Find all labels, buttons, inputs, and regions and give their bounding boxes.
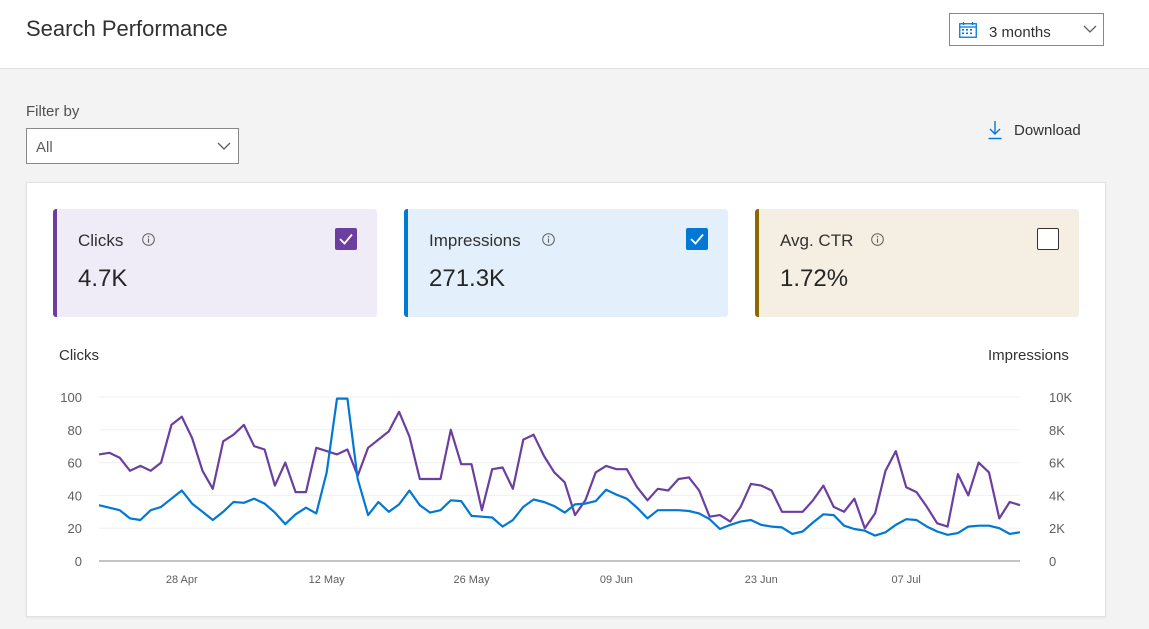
metric-card-avg-ctr[interactable]: Avg. CTR 1.72% bbox=[755, 209, 1079, 317]
page-title: Search Performance bbox=[26, 16, 228, 41]
download-label: Download bbox=[1014, 122, 1081, 139]
download-icon bbox=[988, 121, 1002, 140]
metric-value: 1.72% bbox=[780, 265, 849, 292]
x-tick-label: 28 Apr bbox=[166, 574, 198, 586]
filter-value: All bbox=[36, 139, 53, 156]
metric-card-clicks[interactable]: Clicks 4.7K bbox=[53, 209, 377, 317]
chevron-down-icon bbox=[217, 142, 231, 150]
filter-dropdown[interactable]: All bbox=[26, 128, 239, 164]
metric-label: Avg. CTR bbox=[780, 231, 854, 250]
clicks-series-line bbox=[98, 410, 1021, 530]
metric-card-impressions[interactable]: Impressions 271.3K bbox=[404, 209, 728, 317]
impressions-series-line bbox=[98, 397, 1021, 537]
date-range-dropdown[interactable]: 3 months bbox=[949, 13, 1104, 46]
x-tick-label: 09 Jun bbox=[600, 574, 633, 586]
clicks-checkbox[interactable] bbox=[335, 228, 357, 250]
performance-line-chart: 0 0 20 2K 40 4K 60 6K 80 8K 100 10K 28 Apr 12 May 26 M… bbox=[60, 390, 1072, 586]
y-left-tick-label: 80 bbox=[68, 423, 82, 438]
y-left-tick-label: 0 bbox=[75, 554, 82, 569]
y-left-tick-label: 40 bbox=[68, 488, 82, 503]
filter-label: Filter by bbox=[26, 103, 80, 120]
calendar-icon bbox=[959, 22, 977, 38]
info-icon[interactable] bbox=[871, 233, 884, 246]
y-right-tick-label: 0 bbox=[1049, 554, 1056, 569]
chevron-down-icon bbox=[1083, 25, 1097, 33]
x-tick-label: 12 May bbox=[309, 574, 346, 586]
performance-panel: Clicks 4.7K Impressions 271.3K Avg. CTR bbox=[26, 182, 1106, 617]
checkmark-icon bbox=[339, 233, 353, 245]
date-range-value: 3 months bbox=[989, 24, 1051, 41]
info-icon[interactable] bbox=[542, 233, 555, 246]
x-tick-label: 07 Jul bbox=[891, 574, 920, 586]
y-right-tick-label: 2K bbox=[1049, 521, 1065, 536]
metric-value: 271.3K bbox=[429, 265, 506, 292]
avg-ctr-checkbox[interactable] bbox=[1037, 228, 1059, 250]
y-right-tick-label: 10K bbox=[1049, 390, 1072, 405]
y-left-axis-title: Clicks bbox=[59, 347, 99, 364]
metric-value: 4.7K bbox=[78, 265, 128, 292]
y-right-tick-label: 6K bbox=[1049, 456, 1065, 471]
metric-label: Impressions bbox=[429, 231, 521, 250]
x-tick-label: 26 May bbox=[454, 574, 491, 586]
y-left-tick-label: 60 bbox=[68, 456, 82, 471]
y-left-tick-label: 100 bbox=[60, 390, 82, 405]
metric-label: Clicks bbox=[78, 231, 124, 250]
y-left-tick-label: 20 bbox=[68, 521, 82, 536]
checkmark-icon bbox=[690, 233, 704, 245]
info-icon[interactable] bbox=[142, 233, 155, 246]
download-button[interactable]: Download bbox=[987, 119, 1092, 143]
impressions-checkbox[interactable] bbox=[686, 228, 708, 250]
x-tick-label: 23 Jun bbox=[745, 574, 778, 586]
page-header: Search Performance 3 months bbox=[0, 0, 1149, 69]
y-right-tick-label: 8K bbox=[1049, 423, 1065, 438]
y-right-axis-title: Impressions bbox=[988, 347, 1069, 364]
y-right-tick-label: 4K bbox=[1049, 488, 1065, 503]
